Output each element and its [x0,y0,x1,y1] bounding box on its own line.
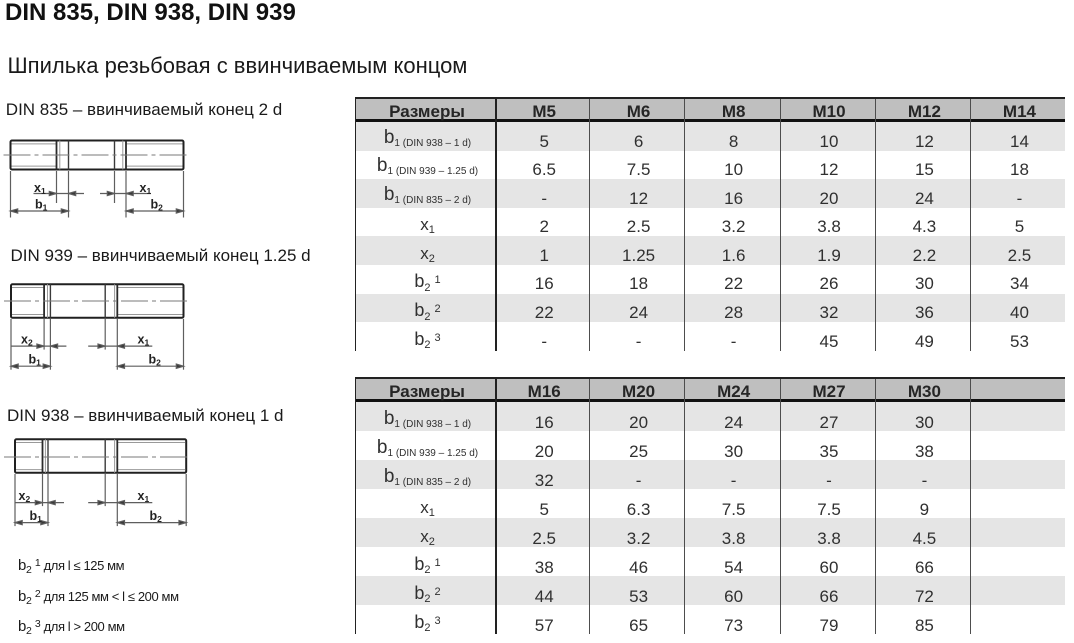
svg-text:x1: x1 [138,489,150,504]
svg-text:b2: b2 [150,509,163,524]
svg-text:b2: b2 [151,197,164,212]
svg-text:x1: x1 [140,181,152,196]
svg-text:b1: b1 [29,352,42,367]
svg-text:b1: b1 [35,197,48,212]
svg-text:x1: x1 [34,181,46,196]
svg-text:b2: b2 [149,352,162,367]
svg-text:x2: x2 [21,332,33,347]
svg-text:x2: x2 [19,489,31,504]
svg-text:b1: b1 [30,509,43,524]
svg-text:x1: x1 [138,332,150,347]
